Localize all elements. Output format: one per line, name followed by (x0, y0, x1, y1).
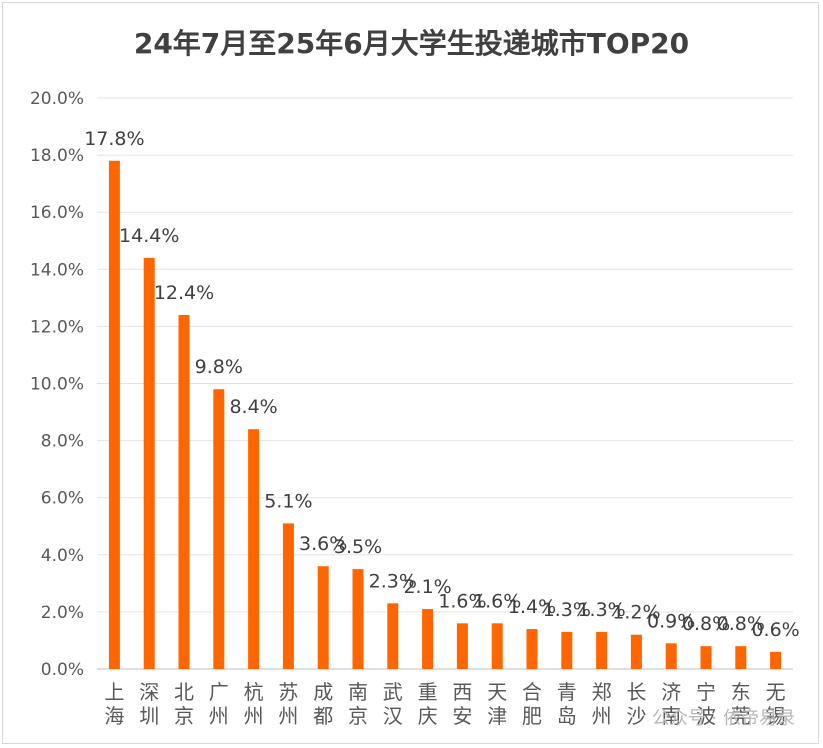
data-label: 1.6% (473, 590, 521, 612)
bar (422, 609, 434, 669)
x-tick-label: 武汉 (383, 680, 403, 728)
bar (352, 569, 364, 669)
bar (108, 160, 120, 669)
x-tick-label: 杭州 (244, 680, 264, 728)
bar (526, 629, 538, 669)
bar (387, 603, 399, 669)
bar (178, 314, 190, 669)
x-tick-label: 青岛 (557, 680, 577, 728)
y-tick-label: 20.0% (30, 89, 84, 109)
y-tick-label: 10.0% (30, 375, 84, 395)
data-label: 12.4% (154, 282, 214, 304)
y-tick-label: 6.0% (41, 489, 84, 509)
data-label: 0.8% (682, 613, 730, 635)
y-axis-ticks: 0.0% 2.0% 4.0% 6.0% 8.0% 10.0% 12.0% 14.0% 16.0%… (30, 89, 84, 680)
data-label: 2.3% (369, 570, 417, 592)
bar (317, 566, 329, 669)
data-label: 0.6% (751, 619, 799, 641)
x-tick-label: 无锡 (766, 680, 786, 728)
gridlines (97, 97, 793, 670)
data-label: 1.2% (612, 602, 660, 624)
bar (456, 623, 468, 669)
y-tick-label: 8.0% (41, 432, 84, 452)
x-tick-label: 上海 (104, 680, 124, 728)
x-tick-label: 天津 (487, 680, 507, 728)
bar (735, 646, 747, 669)
bar (770, 651, 782, 669)
y-tick-label: 14.0% (30, 260, 84, 280)
watermark: 公众号 · 依帝易录 (651, 708, 795, 729)
bars (108, 160, 782, 669)
data-label: 2.1% (403, 576, 451, 598)
x-tick-label: 东莞 (731, 680, 751, 728)
bar (700, 646, 712, 669)
data-label: 1.3% (543, 599, 591, 621)
x-tick-label: 成都 (313, 680, 333, 728)
x-tick-label: 济南 (661, 680, 681, 728)
bar (143, 257, 155, 669)
data-label: 3.6% (299, 533, 347, 555)
y-tick-label: 0.0% (41, 660, 84, 680)
bar (491, 623, 503, 669)
x-tick-label: 苏州 (278, 680, 298, 728)
data-label: 3.5% (334, 536, 382, 558)
data-label: 0.8% (717, 613, 765, 635)
x-tick-label: 西安 (452, 680, 472, 728)
x-tick-label: 南京 (348, 680, 368, 728)
bar (665, 643, 677, 669)
data-label: 1.4% (508, 596, 556, 618)
bar (213, 389, 225, 669)
bar (248, 429, 260, 669)
y-tick-label: 18.0% (30, 146, 84, 166)
x-tick-label: 长沙 (626, 680, 646, 728)
x-tick-label: 深圳 (139, 680, 159, 728)
bar (630, 634, 642, 669)
x-tick-label: 宁波 (696, 680, 716, 728)
data-labels: 17.8% 14.4% 12.4% 9.8% 8.4% 5.1% 3.6%3.5% 2.3%2… (84, 128, 800, 641)
data-label: 14.4% (119, 225, 179, 247)
y-tick-label: 4.0% (41, 546, 84, 566)
x-tick-label: 合肥 (522, 680, 542, 728)
bar (561, 631, 573, 669)
data-label: 17.8% (84, 128, 144, 150)
x-tick-label: 北京 (174, 680, 194, 728)
bar (596, 631, 608, 669)
x-tick-label: 重庆 (418, 680, 438, 728)
x-tick-label: 广州 (209, 680, 229, 728)
y-tick-label: 16.0% (30, 203, 84, 223)
data-label: 0.9% (647, 610, 695, 632)
bar (282, 523, 294, 669)
data-label: 8.4% (229, 396, 277, 418)
chart-title: 24年7月至25年6月大学生投递城市TOP20 (133, 27, 690, 60)
data-label: 5.1% (264, 490, 312, 512)
data-label: 1.3% (577, 599, 625, 621)
data-label: 1.6% (438, 590, 486, 612)
x-tick-label: 郑州 (592, 680, 612, 728)
y-tick-label: 12.0% (30, 317, 84, 337)
y-tick-label: 2.0% (41, 603, 84, 623)
data-label: 9.8% (195, 356, 243, 378)
